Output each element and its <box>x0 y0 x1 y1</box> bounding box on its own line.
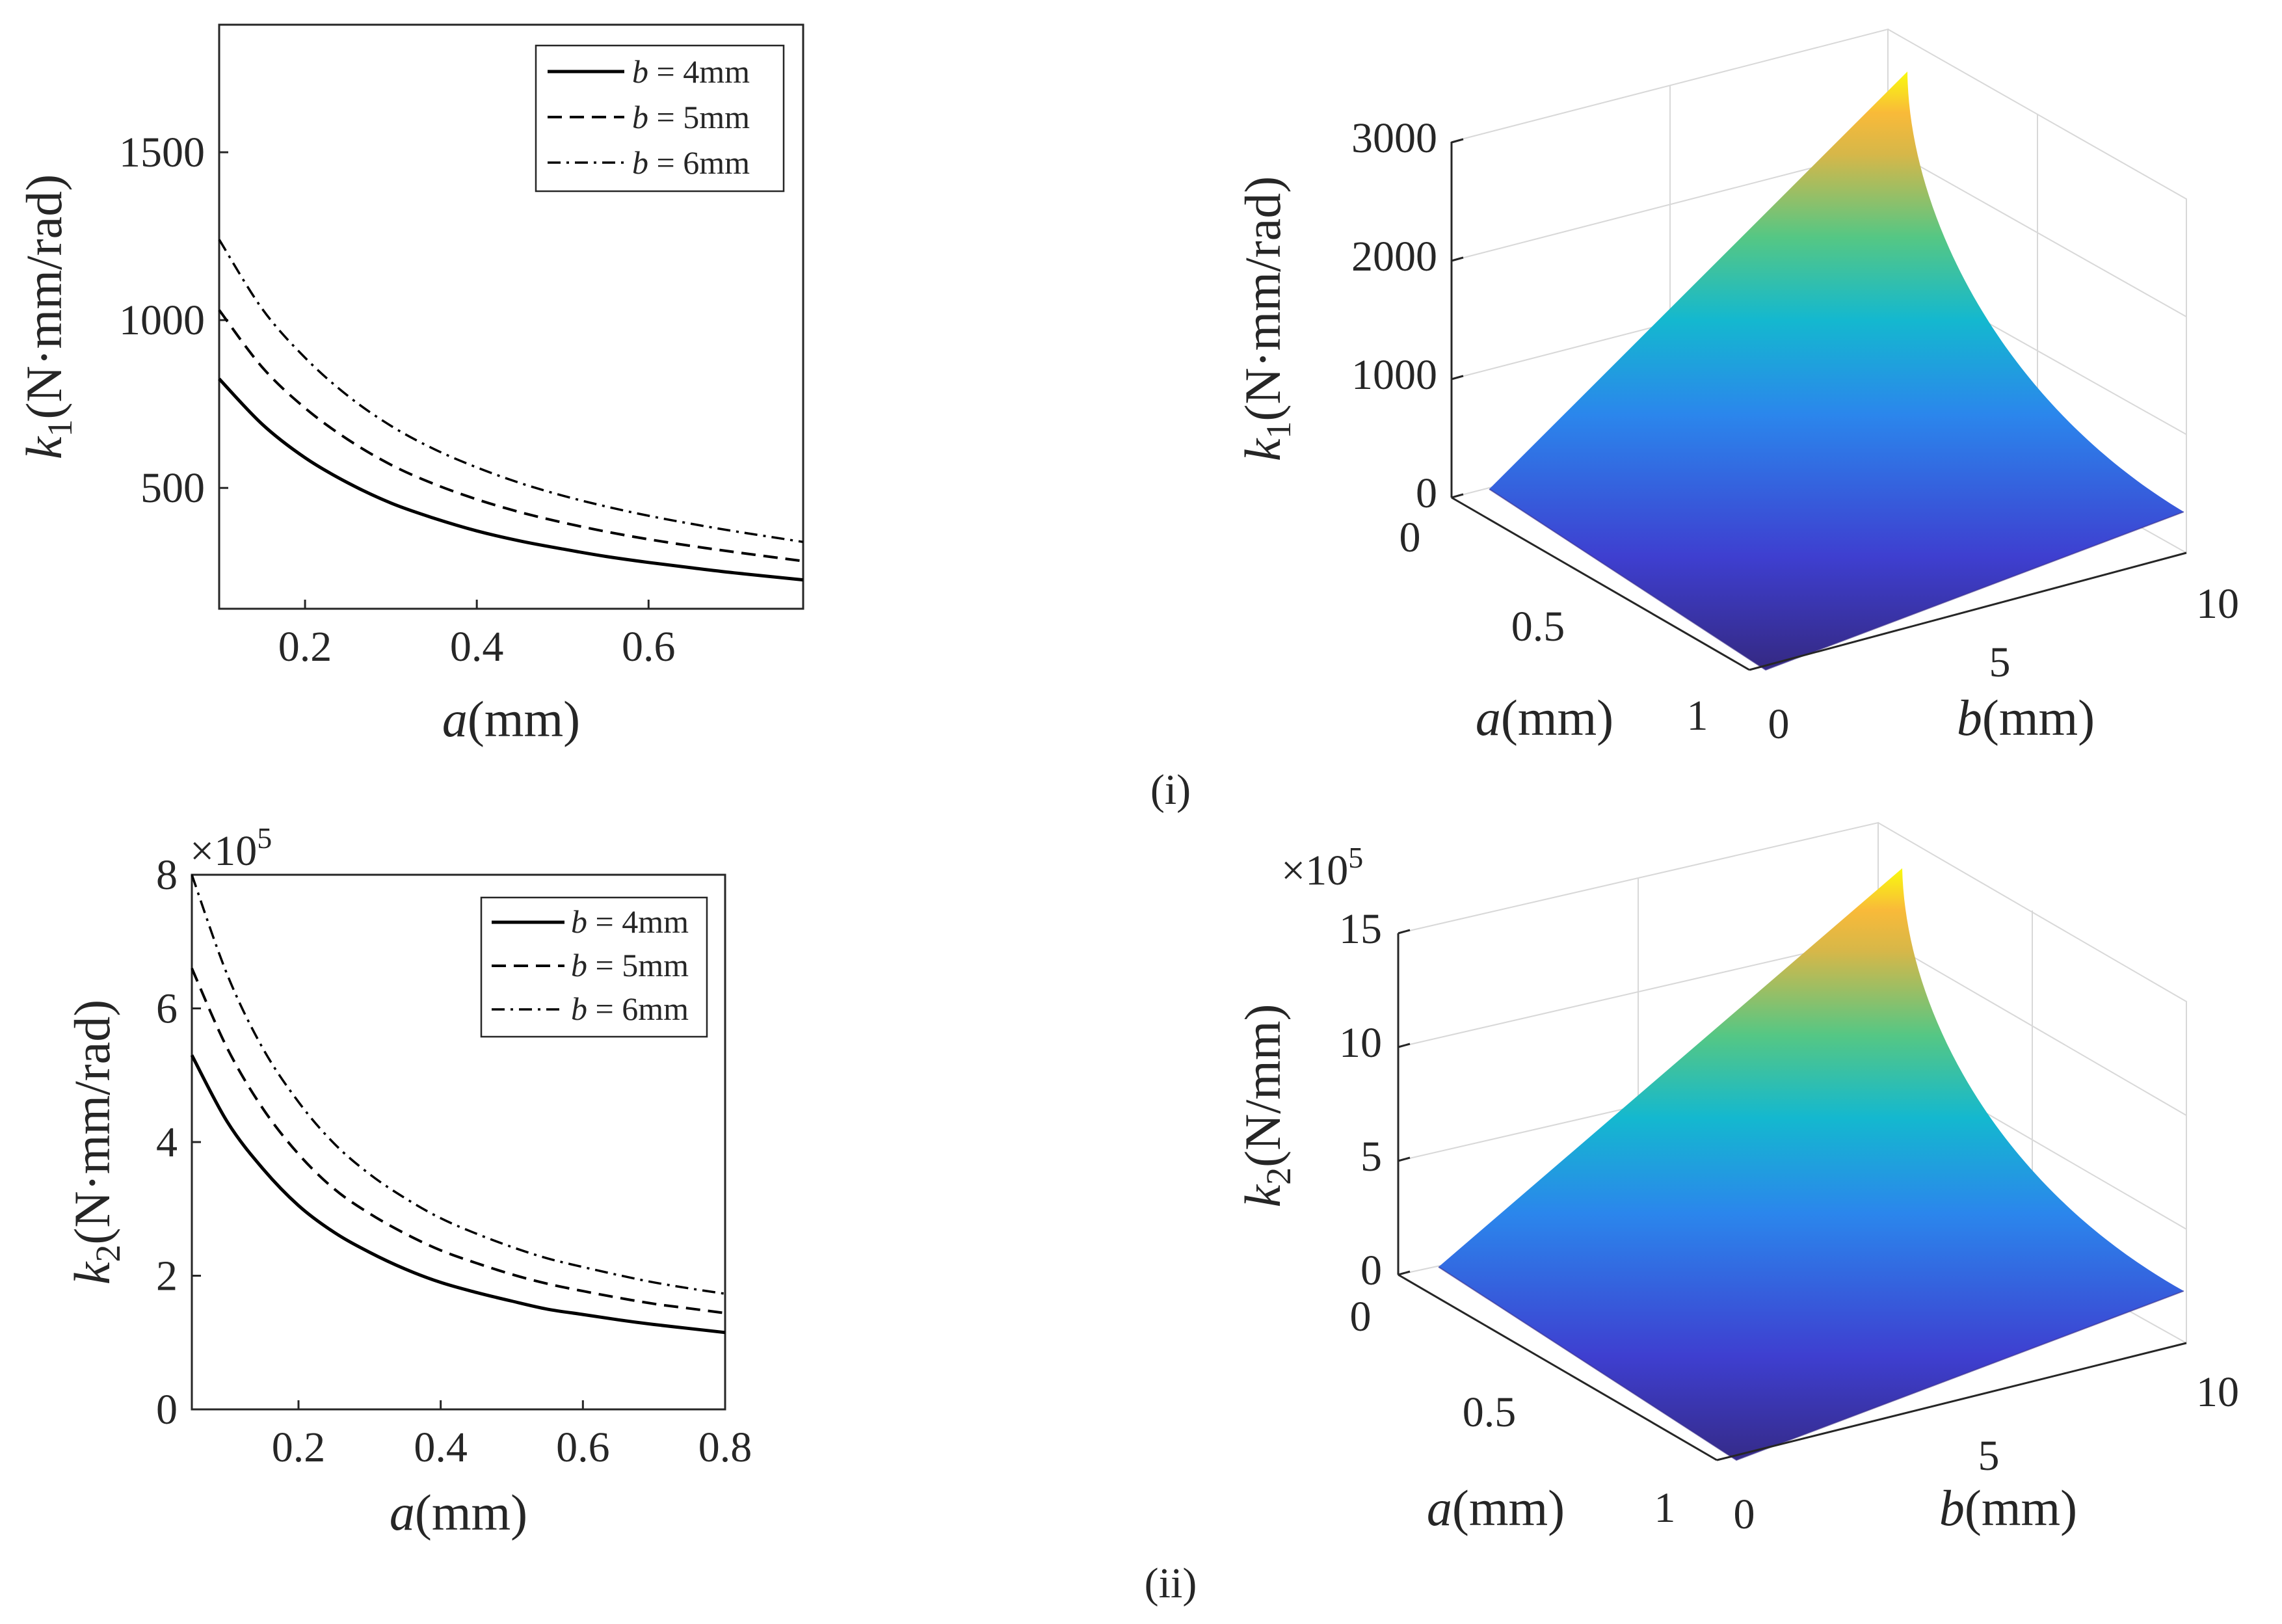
z-tick-label: 1000 <box>1351 351 1437 399</box>
y-tick-label: 8 <box>156 851 178 899</box>
legend-entry-b6: b = 6mm <box>571 991 689 1027</box>
z-ticks-k1-3d: 0 1000 2000 3000 <box>1351 114 1464 517</box>
series-line-dashdot <box>218 239 804 544</box>
y-tick-label: 4 <box>156 1119 178 1166</box>
surface-k1-lower-edge <box>1489 488 2184 671</box>
x-tick-label: 0.2 <box>278 623 332 671</box>
panel-label-ii: (ii) <box>1145 1560 1197 1607</box>
a-tick-label: 0.5 <box>1511 603 1565 650</box>
y-tick-label: 1000 <box>119 297 205 344</box>
y-ticks-k1: 500 1000 1500 <box>119 129 228 512</box>
chart-k1-3d: 0 1000 2000 3000 0 0.5 1 0 5 10 a(mm) b(… <box>1234 28 2240 748</box>
legend-k1: b = 4mm b = 5mm b = 6mm <box>535 44 785 193</box>
x-tick-label: 0.6 <box>622 623 676 671</box>
y-ticks-k2: 0 2 4 6 8 <box>156 851 201 1433</box>
surface-k1 <box>1489 72 2184 670</box>
a-axis <box>1398 1273 1718 1461</box>
z-tick-label: 5 <box>1360 1133 1382 1180</box>
x-ticks-k2: 0.2 0.4 0.6 0.8 <box>272 1400 752 1471</box>
y-axis-label-k1: k1(N·mm/rad) <box>16 174 79 460</box>
series-line-solid <box>190 1054 726 1335</box>
z-tick-mark <box>1398 929 1411 1276</box>
z-tick-label: 10 <box>1339 1019 1382 1067</box>
x-tick-label: 0.4 <box>450 623 504 671</box>
surface-k2-lower-edge <box>1438 1266 2184 1461</box>
a-tick-label: 1 <box>1654 1484 1676 1532</box>
b-tick-label: 10 <box>2196 580 2239 628</box>
y-tick-label: 2 <box>156 1253 178 1300</box>
z-tick-label: 0 <box>1416 470 1437 517</box>
z-tick-label: 15 <box>1339 905 1382 953</box>
surface-k2 <box>1439 868 2184 1460</box>
b-axis <box>1749 552 2187 671</box>
legend-k2: b = 4mm b = 5mm b = 6mm <box>480 896 708 1038</box>
x-ticks-k1: 0.2 0.4 0.6 <box>278 600 676 671</box>
y-tick-label: 1500 <box>119 129 205 176</box>
exponent-label-k2-3d: ×105 <box>1281 841 1363 894</box>
a-axis <box>1451 496 1750 671</box>
series-line-dashdot <box>191 874 726 1295</box>
a-tick-label: 0 <box>1400 514 1421 561</box>
z-axis-label-k1-3d: k1(N·mm/rad) <box>1234 176 1298 462</box>
z-tick-label: 2000 <box>1351 233 1437 280</box>
y-tick-label: 500 <box>140 464 205 512</box>
b-ticks-k2-3d: 0 5 10 <box>1734 1368 2240 1538</box>
series-line-solid <box>218 377 804 582</box>
z-axis-label-k2-3d: k2(N/mm) <box>1234 1004 1298 1208</box>
chart-k2-3d: ×105 0 5 10 15 0 0.5 1 0 5 10 a(mm) b(mm… <box>1234 821 2240 1538</box>
curves-k2 <box>190 874 726 1335</box>
a-ticks-k1-3d: 0 0.5 1 <box>1400 514 1708 739</box>
a-axis-label-k2-3d: a(mm) <box>1427 1480 1565 1536</box>
b-tick-label: 5 <box>1989 639 2011 686</box>
legend-entry-b5: b = 5mm <box>632 99 750 135</box>
legend-entry-b4: b = 4mm <box>632 53 750 90</box>
a-ticks-k2-3d: 0 0.5 1 <box>1350 1293 1676 1532</box>
y-axis-label-k2: k2(N·mm/rad) <box>64 1000 127 1285</box>
axes-k1-3d <box>1450 142 2187 671</box>
x-axis-label-k1: a(mm) <box>442 691 580 747</box>
b-ticks-k1-3d: 0 5 10 <box>1768 580 2240 748</box>
z-tick-mark <box>1451 138 1464 499</box>
a-tick-label: 0.5 <box>1463 1389 1517 1436</box>
a-tick-label: 1 <box>1687 692 1708 739</box>
legend-entry-b4: b = 4mm <box>571 903 689 940</box>
b-tick-label: 0 <box>1768 700 1790 748</box>
b-axis-label-k2-3d: b(mm) <box>1939 1480 2077 1536</box>
x-tick-label: 0.4 <box>414 1424 468 1471</box>
b-axis <box>1716 1342 2187 1461</box>
series-line-dashed <box>218 309 804 563</box>
a-tick-label: 0 <box>1350 1293 1372 1340</box>
plot-frame-k1 <box>218 23 804 610</box>
z-ticks-k2-3d: 0 5 10 15 <box>1339 905 1411 1294</box>
y-tick-label: 0 <box>156 1386 178 1433</box>
legend-entry-b6: b = 6mm <box>632 144 750 181</box>
b-axis-label-k1-3d: b(mm) <box>1957 689 2095 746</box>
legend-entry-b5: b = 5mm <box>571 947 689 983</box>
b-tick-label: 5 <box>1978 1432 2000 1480</box>
b-tick-label: 0 <box>1734 1491 1755 1538</box>
y-tick-label: 6 <box>156 985 178 1033</box>
b-tick-label: 10 <box>2196 1368 2239 1416</box>
axes-k2-3d <box>1397 933 2187 1461</box>
panel-label-i: (i) <box>1150 766 1191 814</box>
x-tick-label: 0.6 <box>556 1424 610 1471</box>
z-tick-label: 3000 <box>1351 114 1437 162</box>
curves-k1 <box>218 239 804 582</box>
z-tick-label: 0 <box>1360 1247 1382 1294</box>
series-line-dashed <box>191 967 726 1314</box>
chart-k1-2d: 0.2 0.4 0.6 500 1000 1500 b = 4mm b = 5mm b … <box>16 23 804 747</box>
chart-k2-2d: ×105 0.2 0.4 0.6 0.8 0 2 4 6 8 b = 4mm b = 5mm … <box>64 821 752 1541</box>
exponent-label-k2: ×105 <box>190 821 272 875</box>
x-tick-label: 0.8 <box>698 1424 752 1471</box>
x-tick-label: 0.2 <box>272 1424 326 1471</box>
x-axis-label-k2: a(mm) <box>390 1484 527 1541</box>
a-axis-label-k1-3d: a(mm) <box>1476 689 1613 746</box>
